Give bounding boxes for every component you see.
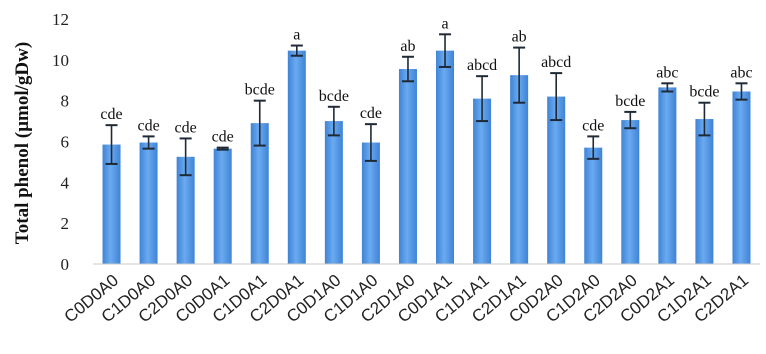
bar: [695, 119, 714, 265]
y-tick-label: 4: [61, 173, 70, 192]
bar: [139, 142, 158, 264]
bar: [250, 123, 269, 264]
significance-label: cde: [137, 117, 159, 134]
error-bar: [698, 101, 711, 137]
bar: [473, 98, 492, 264]
y-tick-label: 12: [52, 10, 69, 29]
significance-label: abc: [730, 64, 752, 81]
significance-label: abcd: [541, 54, 571, 71]
error-bar: [587, 135, 600, 160]
bar: [324, 121, 343, 264]
significance-label: bcde: [615, 93, 645, 110]
y-tick-label: 10: [52, 51, 69, 70]
bar: [584, 147, 603, 264]
error-bar: [476, 75, 489, 123]
error-bar: [513, 46, 526, 104]
x-axis: C0D0A0C1D0A0C2D0A0C0D0A1C1D0A1C2D0A1C0D1…: [61, 271, 752, 327]
error-bar: [327, 105, 340, 137]
y-axis-title: Total phenol (µmol/gDw): [12, 42, 33, 244]
significance-label: ab: [512, 29, 527, 46]
error-bars: [105, 33, 748, 177]
error-bar: [735, 82, 748, 101]
significance-label: a: [293, 27, 300, 44]
bar: [436, 50, 455, 265]
error-bar: [439, 33, 452, 68]
bar: [547, 96, 566, 264]
error-bar: [105, 124, 118, 165]
bar: [658, 87, 677, 264]
bar-series: [102, 50, 751, 265]
error-bar: [290, 44, 303, 57]
bar: [621, 120, 640, 264]
y-tick-label: 8: [61, 92, 70, 111]
significance-label: bcde: [319, 88, 349, 105]
y-axis: 0 2 4 6 8 10 12: [52, 10, 70, 274]
significance-label: abc: [656, 64, 678, 81]
bar: [213, 148, 232, 264]
y-tick-label: 0: [61, 255, 70, 274]
significance-label: bcde: [245, 82, 275, 99]
significance-label: cde: [175, 119, 197, 136]
bar: [176, 156, 195, 264]
error-bar: [661, 82, 674, 93]
significance-label: abcd: [467, 57, 497, 74]
error-bar: [216, 146, 229, 151]
bar: [510, 75, 529, 264]
significance-label: a: [441, 15, 448, 32]
bar: [732, 91, 751, 265]
error-bar: [550, 72, 563, 122]
bar: [361, 142, 380, 264]
bar: [287, 50, 306, 265]
significance-label: cde: [212, 129, 234, 146]
significance-label: cde: [360, 105, 382, 122]
y-tick-label: 2: [61, 214, 70, 233]
significance-label: ab: [400, 38, 415, 55]
error-bar: [401, 55, 414, 83]
bar: [398, 69, 417, 264]
error-bar: [253, 99, 266, 147]
error-bar: [179, 137, 192, 177]
significance-label: cde: [100, 106, 122, 123]
error-bar: [624, 110, 637, 130]
y-tick-label: 6: [61, 133, 70, 152]
error-bar: [364, 123, 377, 162]
error-bar: [142, 135, 155, 150]
significance-label: bcde: [689, 84, 719, 101]
bar: [102, 144, 121, 264]
significance-label: cde: [582, 117, 604, 134]
